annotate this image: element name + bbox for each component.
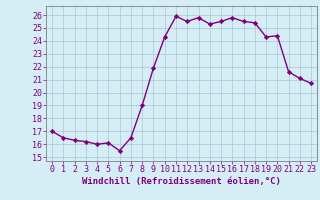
X-axis label: Windchill (Refroidissement éolien,°C): Windchill (Refroidissement éolien,°C)	[82, 177, 281, 186]
